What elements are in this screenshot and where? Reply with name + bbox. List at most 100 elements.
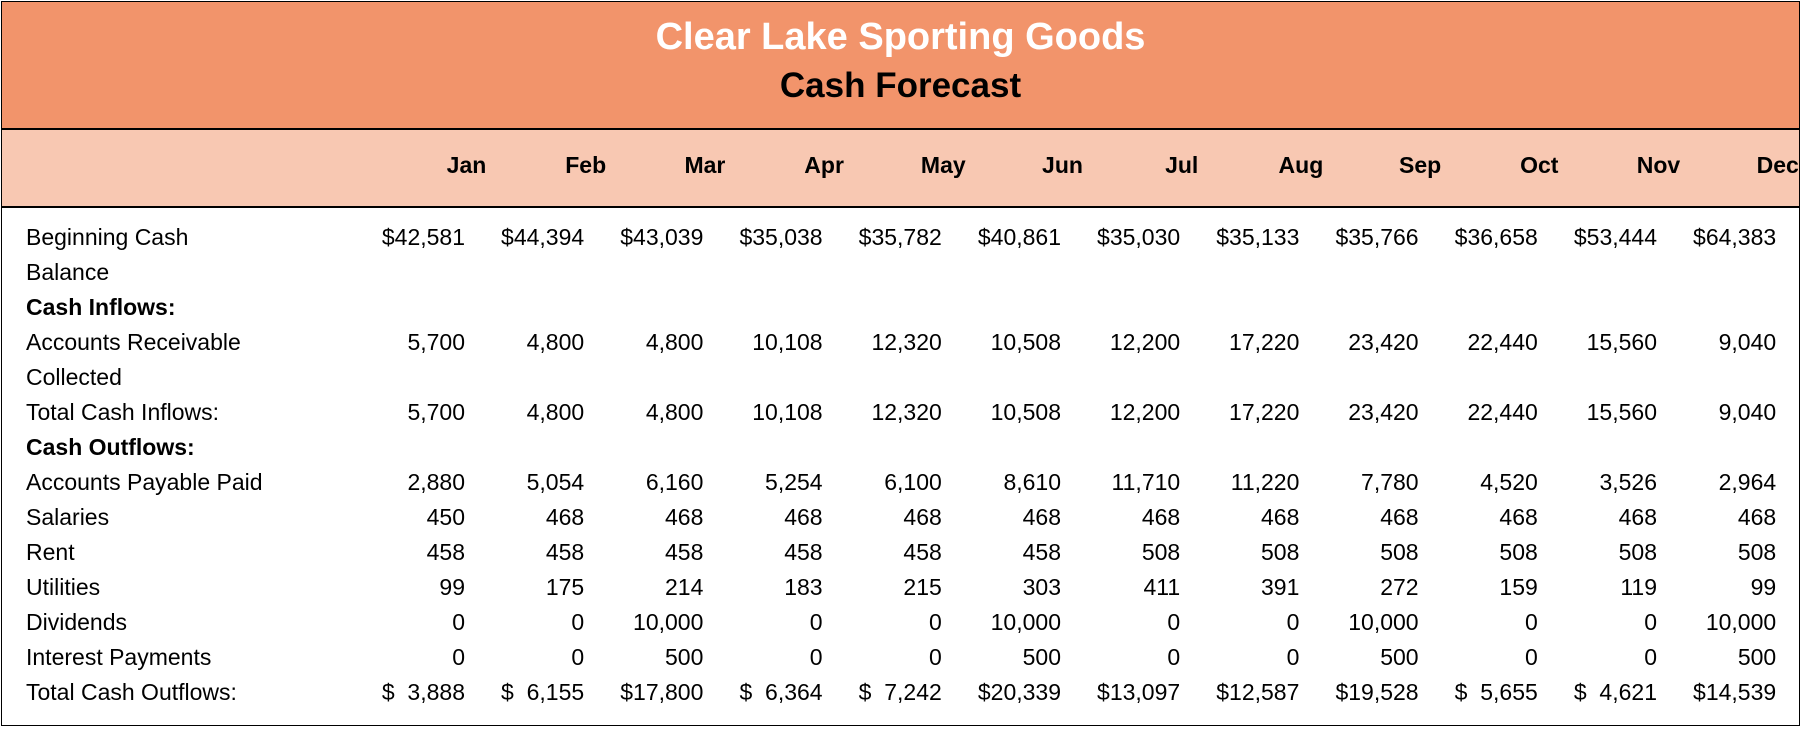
cell-may: $ 7,242: [858, 679, 942, 705]
cell-mar: $17,800: [620, 679, 704, 705]
cell-jan: 458: [426, 539, 465, 565]
cell-aug: 468: [1261, 504, 1300, 530]
row-label: Beginning Cash Balance: [26, 224, 189, 285]
row-label: Cash Outflows:: [26, 434, 195, 460]
table-row: Cash Outflows:: [2, 430, 1799, 465]
cell-mar: 214: [665, 574, 704, 600]
month-header-mar: Mar: [684, 152, 726, 178]
cell-sep: 10,000: [1348, 609, 1419, 635]
month-header-jul: Jul: [1165, 152, 1199, 178]
cell-nov: $ 4,621: [1573, 679, 1657, 705]
cell-feb: 468: [545, 504, 585, 530]
month-header-dec: Dec: [1756, 152, 1799, 178]
cell-oct: 159: [1499, 574, 1538, 600]
cell-oct: 22,440: [1467, 329, 1538, 355]
cell-nov: 468: [1618, 504, 1657, 530]
cell-nov: $53,444: [1573, 224, 1657, 250]
cell-jul: 0: [1167, 609, 1181, 635]
cell-mar: 6,160: [645, 469, 704, 495]
cell-jan: $ 3,888: [381, 679, 465, 705]
cell-aug: 17,220: [1229, 399, 1300, 425]
table-row: Accounts Receivable Collected 5,700 4,800 4…: [2, 325, 1799, 395]
cell-dec: 99: [1750, 574, 1777, 600]
table-row: Utilities 99 175 214 183 215 303 411 391 272 159 11…: [2, 570, 1799, 605]
report-subtitle: Cash Forecast: [779, 66, 1022, 105]
cell-aug: 391: [1261, 574, 1300, 600]
cell-jul: 11,710: [1111, 469, 1181, 495]
cell-dec: 9,040: [1718, 329, 1777, 355]
cell-jun: 468: [1022, 504, 1061, 530]
cell-jun: 10,508: [990, 399, 1061, 425]
table-row: Cash Inflows:: [2, 290, 1799, 325]
cell-jul: 12,200: [1109, 329, 1181, 355]
row-label: Interest Payments: [26, 644, 212, 670]
cell-dec: 508: [1737, 539, 1777, 565]
cell-jun: $20,339: [977, 679, 1061, 705]
table-row: Salaries 450 468 468 468 468 468 468 468 468 468 46…: [2, 500, 1799, 535]
table-row: Rent 458 458 458 458 458 458 508 508 508 508 508 508: [2, 535, 1799, 570]
cell-sep: 500: [1380, 644, 1419, 670]
cell-apr: 10,108: [752, 329, 823, 355]
cell-jul: 411: [1143, 574, 1181, 600]
cell-nov: 119: [1620, 574, 1657, 600]
cell-jan: 2,880: [407, 469, 465, 495]
cell-aug: 11,220: [1230, 469, 1300, 495]
cell-dec: 2,964: [1718, 469, 1777, 495]
cell-apr: 5,254: [765, 469, 823, 495]
cell-nov: 0: [1644, 644, 1657, 670]
cell-jul: 0: [1167, 644, 1181, 670]
month-header-jan: Jan: [446, 152, 487, 178]
cell-nov: 3,526: [1599, 469, 1657, 495]
cell-apr: 0: [809, 609, 823, 635]
cell-sep: 23,420: [1348, 329, 1419, 355]
cell-jul: 12,200: [1109, 399, 1181, 425]
cell-may: 6,100: [884, 469, 942, 495]
cell-oct: 0: [1525, 644, 1538, 670]
cell-may: 215: [903, 574, 942, 600]
cell-sep: 468: [1380, 504, 1419, 530]
cell-aug: 0: [1286, 644, 1300, 670]
cell-apr: $35,038: [739, 224, 823, 250]
cell-aug: 508: [1261, 539, 1300, 565]
cell-jul: $35,030: [1097, 224, 1181, 250]
cell-aug: $35,133: [1216, 224, 1300, 250]
cell-sep: 7,780: [1361, 469, 1419, 495]
cell-apr: 458: [784, 539, 823, 565]
month-header-feb: Feb: [565, 152, 607, 178]
month-header-row: Jan Feb Mar Apr May Jun Jul Aug Sep Oct Nov Dec: [2, 130, 1799, 208]
row-label: Accounts Receivable Collected: [26, 329, 241, 390]
cell-nov: 15,560: [1586, 329, 1657, 355]
cell-jun: 8,610: [1003, 469, 1061, 495]
cell-sep: $19,528: [1335, 679, 1419, 705]
title-band: Clear Lake Sporting Goods Cash Forecast: [2, 2, 1799, 130]
cell-jan: 5,700: [407, 399, 465, 425]
cell-oct: 508: [1499, 539, 1538, 565]
cell-may: 0: [929, 609, 942, 635]
cell-jan: 5,700: [407, 329, 465, 355]
cell-feb: 0: [571, 609, 585, 635]
cell-oct: 4,520: [1480, 469, 1538, 495]
cell-jun: 500: [1022, 644, 1061, 670]
table-row: Accounts Payable Paid 2,880 5,054 6,160 5,25…: [2, 465, 1799, 500]
cell-feb: 4,800: [526, 329, 585, 355]
cell-oct: $36,658: [1454, 224, 1538, 250]
table-row: Interest Payments 0 0 500 0 0 500 0 0 500 0 0 500: [2, 640, 1799, 675]
cell-jun: $40,861: [977, 224, 1061, 250]
cell-jun: 458: [1022, 539, 1061, 565]
month-header-aug: Aug: [1278, 152, 1324, 178]
month-header-apr: Apr: [804, 152, 844, 178]
cell-jun: 10,508: [990, 329, 1061, 355]
month-header-sep: Sep: [1399, 152, 1442, 178]
cell-apr: 468: [784, 504, 823, 530]
cell-feb: 458: [545, 539, 585, 565]
row-label: Salaries: [26, 504, 110, 530]
table-row: Beginning Cash Balance $42,581 $44,394 $43,…: [2, 220, 1799, 290]
cell-jan: 0: [452, 644, 465, 670]
cell-dec: 10,000: [1705, 609, 1777, 635]
cell-jun: 10,000: [990, 609, 1061, 635]
cell-dec: $14,539: [1693, 679, 1777, 705]
cell-jan: 99: [439, 574, 465, 600]
cell-nov: 15,560: [1586, 399, 1657, 425]
company-title: Clear Lake Sporting Goods: [655, 16, 1146, 58]
